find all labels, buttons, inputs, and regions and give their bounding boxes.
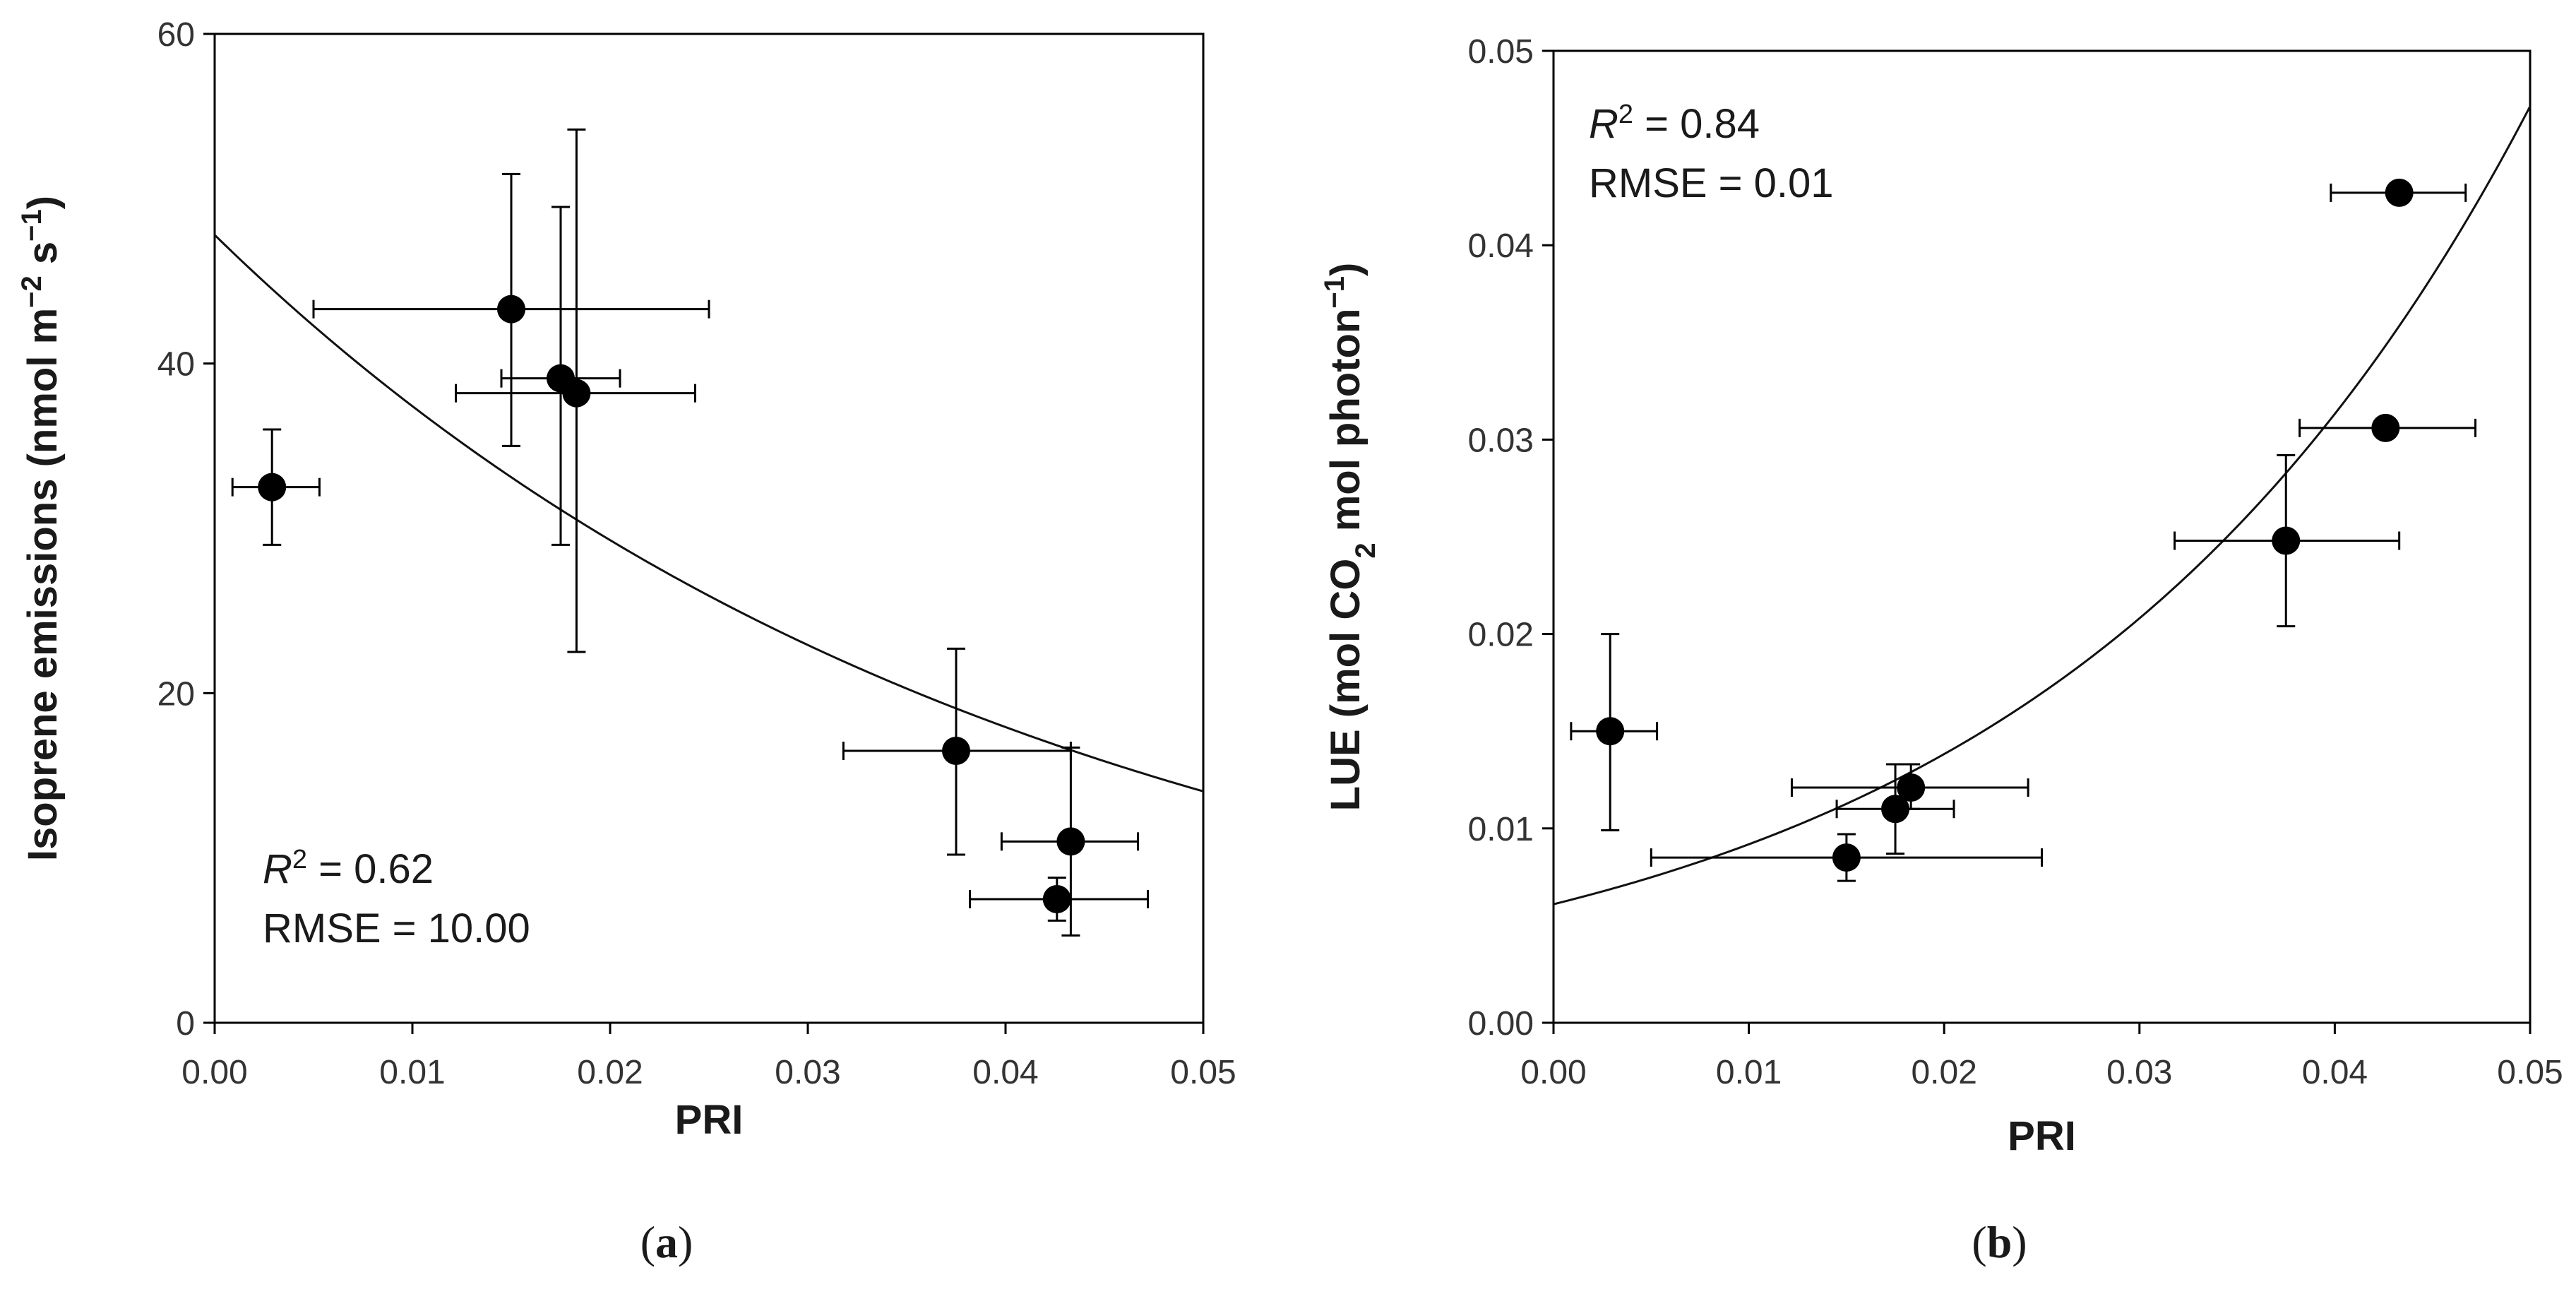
data-point-group	[2298, 413, 2477, 442]
data-point-group	[969, 877, 1150, 922]
panel-label: (a)	[640, 1217, 693, 1267]
r-squared-label: R2 = 0.84	[1589, 100, 1760, 147]
data-point	[942, 737, 970, 765]
data-point	[1596, 717, 1625, 746]
data-point	[1881, 795, 1910, 824]
x-tick-label: 0.02	[577, 1054, 643, 1091]
y-tick-label: 0.05	[1468, 33, 1534, 71]
data-point	[2272, 526, 2301, 555]
y-tick-label: 40	[157, 346, 195, 384]
panel-a: 0.00 0.01 0.02 0.03 0.04 0.05 0 20 40 60 R2 = 0.62…	[16, 16, 1236, 1267]
data-point	[1056, 827, 1085, 856]
data-point-group	[1835, 763, 1955, 855]
plot-frame	[1552, 49, 2532, 1024]
x-tick-label: 0.00	[1520, 1054, 1586, 1091]
rmse-label: RMSE = 0.01	[1589, 160, 1834, 206]
x-axis-title: PRI	[2008, 1113, 2076, 1159]
data-point-group	[1790, 763, 2029, 810]
data-point	[258, 473, 287, 501]
data-point	[562, 379, 591, 408]
data-point	[1897, 773, 1926, 802]
data-point	[497, 295, 525, 324]
data-point-group	[842, 647, 1072, 856]
x-tick-label: 0.03	[2106, 1054, 2172, 1091]
data-point	[2385, 178, 2414, 207]
x-tick-label: 0.00	[181, 1054, 247, 1091]
data-point	[1832, 843, 1861, 872]
data-point-group	[2174, 453, 2401, 628]
rmse-label: RMSE = 10.00	[263, 906, 530, 951]
panel-b: 0.00 0.01 0.02 0.03 0.04 0.05 0.00 0.01 0.02 0.03…	[1319, 33, 2563, 1267]
x-tick-label: 0.01	[379, 1054, 445, 1091]
x-tick-label: 0.04	[972, 1054, 1038, 1091]
data-point	[1042, 885, 1071, 913]
plot-frame	[213, 32, 1205, 1024]
fit-curve	[1553, 105, 2532, 906]
data-point-group	[231, 428, 321, 546]
y-axis-title: LUE (mol CO2 mol photon−1)	[1319, 263, 1381, 812]
r-squared-label: R2 = 0.62	[263, 845, 434, 892]
y-axis-title: Isoprene emissions (nmol m−2 s−1)	[16, 196, 66, 861]
x-axis-title: PRI	[675, 1097, 744, 1143]
x-tick-label: 0.03	[775, 1054, 840, 1091]
y-tick-label: 0.02	[1468, 617, 1534, 654]
data-point-group	[1570, 633, 1659, 832]
x-tick-label: 0.01	[1716, 1054, 1782, 1091]
y-tick-label: 0.03	[1468, 422, 1534, 459]
x-tick-label: 0.05	[1170, 1054, 1236, 1091]
x-tick-label: 0.05	[2497, 1054, 2563, 1091]
fit-curve	[213, 234, 1204, 793]
data-point-group	[1000, 746, 1140, 937]
data-point-group	[2330, 178, 2467, 207]
y-tick-label: 60	[157, 16, 195, 54]
y-tick-label: 0	[176, 1005, 195, 1043]
x-tick-label: 0.02	[1911, 1054, 1976, 1091]
data-point-group	[500, 206, 621, 546]
y-tick-label: 0.04	[1468, 227, 1534, 265]
y-tick-label: 0.00	[1468, 1005, 1534, 1043]
data-point-group	[455, 128, 696, 653]
x-tick-label: 0.04	[2302, 1054, 2368, 1091]
data-point	[2371, 413, 2400, 442]
y-tick-label: 0.01	[1468, 811, 1534, 848]
panel-label: (b)	[1972, 1217, 2027, 1267]
data-point-group	[1650, 833, 2043, 882]
y-tick-label: 20	[157, 675, 195, 713]
data-point-group	[312, 172, 710, 447]
